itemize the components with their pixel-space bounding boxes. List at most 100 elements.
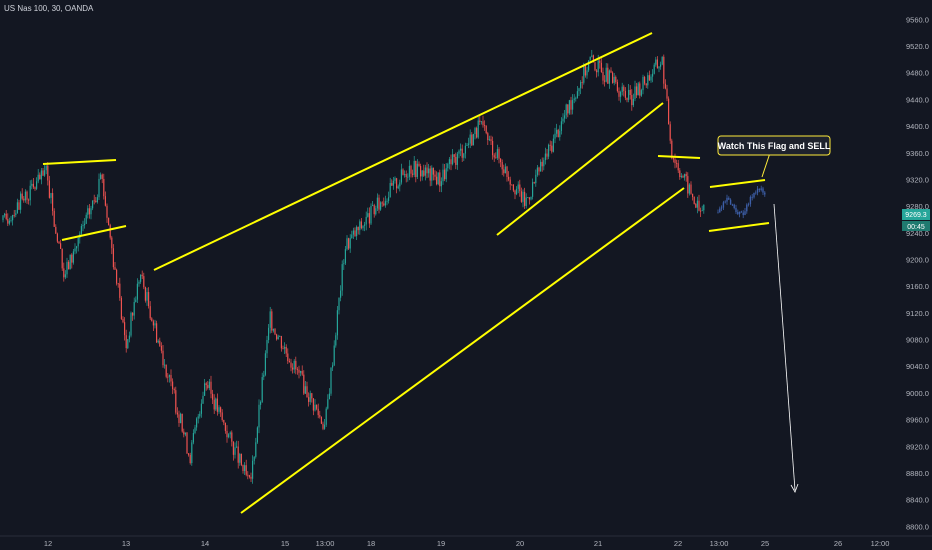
candle: [596, 70, 598, 73]
candle: [656, 59, 658, 69]
candle: [642, 76, 644, 91]
candle: [88, 208, 90, 215]
candle: [122, 318, 124, 323]
candle: [234, 447, 236, 455]
candle: [680, 175, 682, 178]
candle: [594, 62, 596, 71]
annotation-callout[interactable]: Watch This Flag and SELL: [717, 135, 831, 178]
candle: [170, 375, 172, 382]
candle: [314, 404, 316, 411]
candle: [240, 453, 242, 465]
candle: [196, 418, 198, 428]
candle: [4, 213, 6, 216]
callout-box: [717, 135, 831, 156]
candle: [506, 166, 508, 177]
candle: [77, 238, 79, 247]
candle: [111, 237, 113, 249]
candle: [210, 381, 212, 394]
candle: [672, 158, 674, 160]
candle: [442, 169, 444, 182]
candle: [357, 226, 359, 231]
candle: [320, 416, 322, 424]
candle: [511, 184, 513, 186]
candle: [335, 335, 337, 346]
candle: [159, 340, 161, 346]
time-axis[interactable]: 12 13 14 15 13:00 18 19 20 21 22 13:00 25 26 12:00: [0, 535, 932, 550]
candle: [256, 427, 258, 443]
projection-candle: [746, 204, 748, 212]
candle: [109, 224, 111, 238]
candle: [455, 156, 457, 165]
candle: [258, 404, 260, 428]
candle: [685, 174, 687, 177]
candle: [184, 432, 186, 435]
candle: [410, 165, 412, 174]
candle: [397, 186, 399, 189]
candle: [309, 393, 311, 402]
candle: [228, 434, 230, 438]
candle: [183, 431, 185, 435]
time-tick-label: 26: [834, 539, 842, 548]
candle: [474, 128, 476, 135]
candle: [544, 153, 546, 161]
candle: [50, 193, 52, 198]
time-tick-label: 25: [761, 539, 769, 548]
last-price-tag: [902, 209, 930, 220]
candle: [173, 388, 175, 391]
candle: [621, 86, 623, 92]
candle: [341, 264, 343, 291]
candle: [538, 167, 540, 172]
candle: [215, 398, 217, 410]
candle: [647, 75, 649, 86]
candle: [364, 224, 366, 226]
candle: [504, 166, 506, 174]
candle: [468, 143, 470, 145]
sell-projection-arrow: [773, 203, 799, 493]
candle: [304, 386, 306, 394]
projection-candle: [737, 212, 739, 215]
candle: [469, 134, 471, 144]
projection-candle: [742, 212, 744, 216]
time-tick-label: 12: [44, 539, 52, 548]
candle: [384, 201, 386, 206]
candle: [328, 393, 330, 400]
candle: [551, 145, 553, 152]
candle: [514, 190, 516, 195]
candle: [40, 170, 42, 180]
projection-candle: [755, 192, 757, 194]
candle: [368, 213, 370, 224]
time-tick-label: 15: [281, 539, 289, 548]
candle: [324, 424, 326, 429]
candle: [325, 408, 327, 425]
candle: [600, 62, 602, 72]
candle: [703, 204, 705, 211]
projection-candle: [729, 199, 732, 205]
candle: [285, 346, 287, 354]
candle: [112, 248, 114, 268]
candle: [37, 174, 39, 182]
candle: [269, 311, 271, 328]
candle: [496, 149, 498, 158]
candle: [135, 299, 137, 303]
candle: [202, 395, 204, 404]
candle: [490, 139, 492, 141]
candle: [229, 432, 231, 435]
price-tick-label: 9480.0: [906, 69, 929, 78]
candle: [146, 292, 148, 301]
candle: [293, 360, 295, 370]
projection-candle: [731, 204, 734, 206]
time-tick-label: 12:00: [871, 539, 890, 548]
time-tick-label: 21: [594, 539, 602, 548]
candle: [564, 115, 566, 119]
candle: [178, 414, 180, 423]
price-axis[interactable]: 9560.0 9520.0 9480.0 9440.0 9400.0 9360.0 9320…: [898, 0, 932, 536]
candle: [236, 446, 238, 448]
candle: [29, 185, 31, 201]
candle: [562, 118, 564, 122]
candle: [138, 281, 140, 284]
candle: [199, 413, 201, 417]
candle: [402, 169, 404, 175]
candle: [480, 121, 482, 123]
candle: [93, 200, 95, 202]
